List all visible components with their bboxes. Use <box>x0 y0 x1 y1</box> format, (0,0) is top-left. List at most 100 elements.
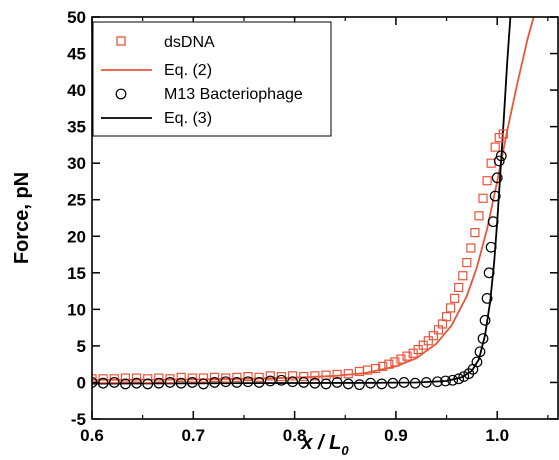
point-m13-bacteriophage <box>491 172 503 184</box>
point-m13-bacteriophage <box>231 377 243 388</box>
y-tick-label: 30 <box>67 154 86 173</box>
legend-label-m13: M13 Bacteriophage <box>164 86 303 103</box>
point-dsdna <box>143 374 153 384</box>
point-m13-bacteriophage <box>287 376 298 388</box>
x-tick-label: 0.7 <box>181 426 205 445</box>
point-dsdna <box>498 129 508 139</box>
y-tick-label: 45 <box>67 45 86 64</box>
x-axis-ticks: 0.6 0.7 0.8 0.9 1.0 <box>80 17 549 445</box>
legend-swatch-m13 <box>115 88 127 100</box>
point-dsdna <box>428 331 438 341</box>
point-m13-bacteriophage <box>474 346 486 358</box>
point-dsdna <box>446 303 456 313</box>
point-m13-bacteriophage <box>387 377 399 389</box>
point-m13-bacteriophage <box>264 375 276 387</box>
point-dsdna <box>98 374 108 384</box>
point-m13-bacteriophage <box>440 375 451 387</box>
point-m13-bacteriophage <box>120 378 131 390</box>
point-m13-bacteriophage <box>331 377 343 388</box>
point-dsdna <box>474 211 484 221</box>
point-m13-bacteriophage <box>453 373 465 385</box>
point-dsdna <box>154 373 164 383</box>
y-tick-label: 25 <box>67 191 86 210</box>
point-dsdna <box>396 354 406 364</box>
point-m13-bacteriophage <box>489 190 501 202</box>
y-tick-label: -5 <box>71 410 86 429</box>
point-dsdna <box>343 369 353 379</box>
y-tick-label: 5 <box>77 337 86 356</box>
y-tick-label: 50 <box>67 8 86 27</box>
legend-box <box>92 21 332 137</box>
point-m13-bacteriophage <box>409 377 421 389</box>
y-tick-label: 35 <box>67 118 86 137</box>
point-dsdna <box>371 363 381 374</box>
y-axis-ticks: -5 0 5 10 15 20 25 30 35 40 45 50 <box>67 8 558 429</box>
point-m13-bacteriophage <box>198 378 209 390</box>
point-dsdna <box>462 257 472 268</box>
point-dsdna <box>120 373 131 383</box>
point-m13-bacteriophage <box>164 377 176 388</box>
point-dsdna <box>384 359 394 369</box>
point-dsdna <box>165 374 175 384</box>
point-m13-bacteriophage <box>309 377 321 389</box>
point-m13-bacteriophage <box>458 371 470 383</box>
point-m13-bacteriophage <box>493 155 505 167</box>
point-dsdna <box>390 357 400 367</box>
point-dsdna <box>92 374 97 384</box>
point-m13-bacteriophage <box>242 376 254 388</box>
point-m13-bacteriophage <box>420 377 432 388</box>
point-m13-bacteriophage <box>487 216 499 228</box>
y-tick-label: 0 <box>77 373 86 392</box>
x-tick-label: 0.6 <box>80 426 104 445</box>
point-m13-bacteriophage <box>398 377 410 388</box>
point-dsdna <box>299 372 309 382</box>
point-m13-bacteriophage <box>477 333 489 345</box>
point-m13-bacteriophage <box>342 378 354 390</box>
point-dsdna <box>265 371 275 381</box>
point-dsdna <box>378 361 388 371</box>
point-m13-bacteriophage <box>142 378 154 390</box>
point-m13-bacteriophage <box>471 356 483 368</box>
y-tick-label: 20 <box>67 227 86 246</box>
point-dsdna <box>466 243 476 253</box>
point-m13-bacteriophage <box>479 314 491 326</box>
legend-swatch-dsdna <box>116 36 126 46</box>
legend-label-eq3: Eq. (3) <box>164 110 212 127</box>
y-tick-label: 40 <box>67 81 86 100</box>
point-dsdna <box>109 374 119 384</box>
point-dsdna <box>276 372 287 382</box>
x-axis-title-subscript: 0 <box>341 443 349 458</box>
point-dsdna <box>310 371 320 381</box>
point-dsdna <box>441 312 452 322</box>
x-tick-label: 1.0 <box>485 426 509 445</box>
point-dsdna <box>478 193 488 203</box>
x-tick-label: 0.8 <box>283 426 307 445</box>
x-axis-title-main: x / L <box>300 432 341 454</box>
point-m13-bacteriophage <box>432 376 443 388</box>
point-dsdna <box>221 373 231 383</box>
point-dsdna <box>254 372 264 382</box>
plot-frame <box>91 16 559 420</box>
point-m13-bacteriophage <box>253 377 265 388</box>
point-m13-bacteriophage <box>131 377 142 389</box>
point-m13-bacteriophage <box>276 374 287 386</box>
point-m13-bacteriophage <box>320 378 332 390</box>
point-m13-bacteriophage <box>376 378 388 390</box>
point-m13-bacteriophage <box>495 150 507 162</box>
legend-label-eq2: Eq. (2) <box>164 62 212 79</box>
point-m13-bacteriophage <box>108 377 120 388</box>
point-m13-bacteriophage <box>481 293 493 304</box>
point-dsdna <box>490 142 500 152</box>
point-dsdna <box>470 228 480 238</box>
point-dsdna <box>450 293 460 303</box>
point-m13-bacteriophage <box>298 377 310 388</box>
point-m13-bacteriophage <box>186 377 198 388</box>
y-tick-label: 15 <box>67 264 86 283</box>
series-line-eq-3 <box>92 17 512 385</box>
point-dsdna <box>287 371 298 381</box>
point-m13-bacteriophage <box>483 267 495 279</box>
point-m13-bacteriophage <box>153 377 165 389</box>
x-axis-title: x / L0 <box>300 432 349 458</box>
point-dsdna <box>232 372 242 382</box>
